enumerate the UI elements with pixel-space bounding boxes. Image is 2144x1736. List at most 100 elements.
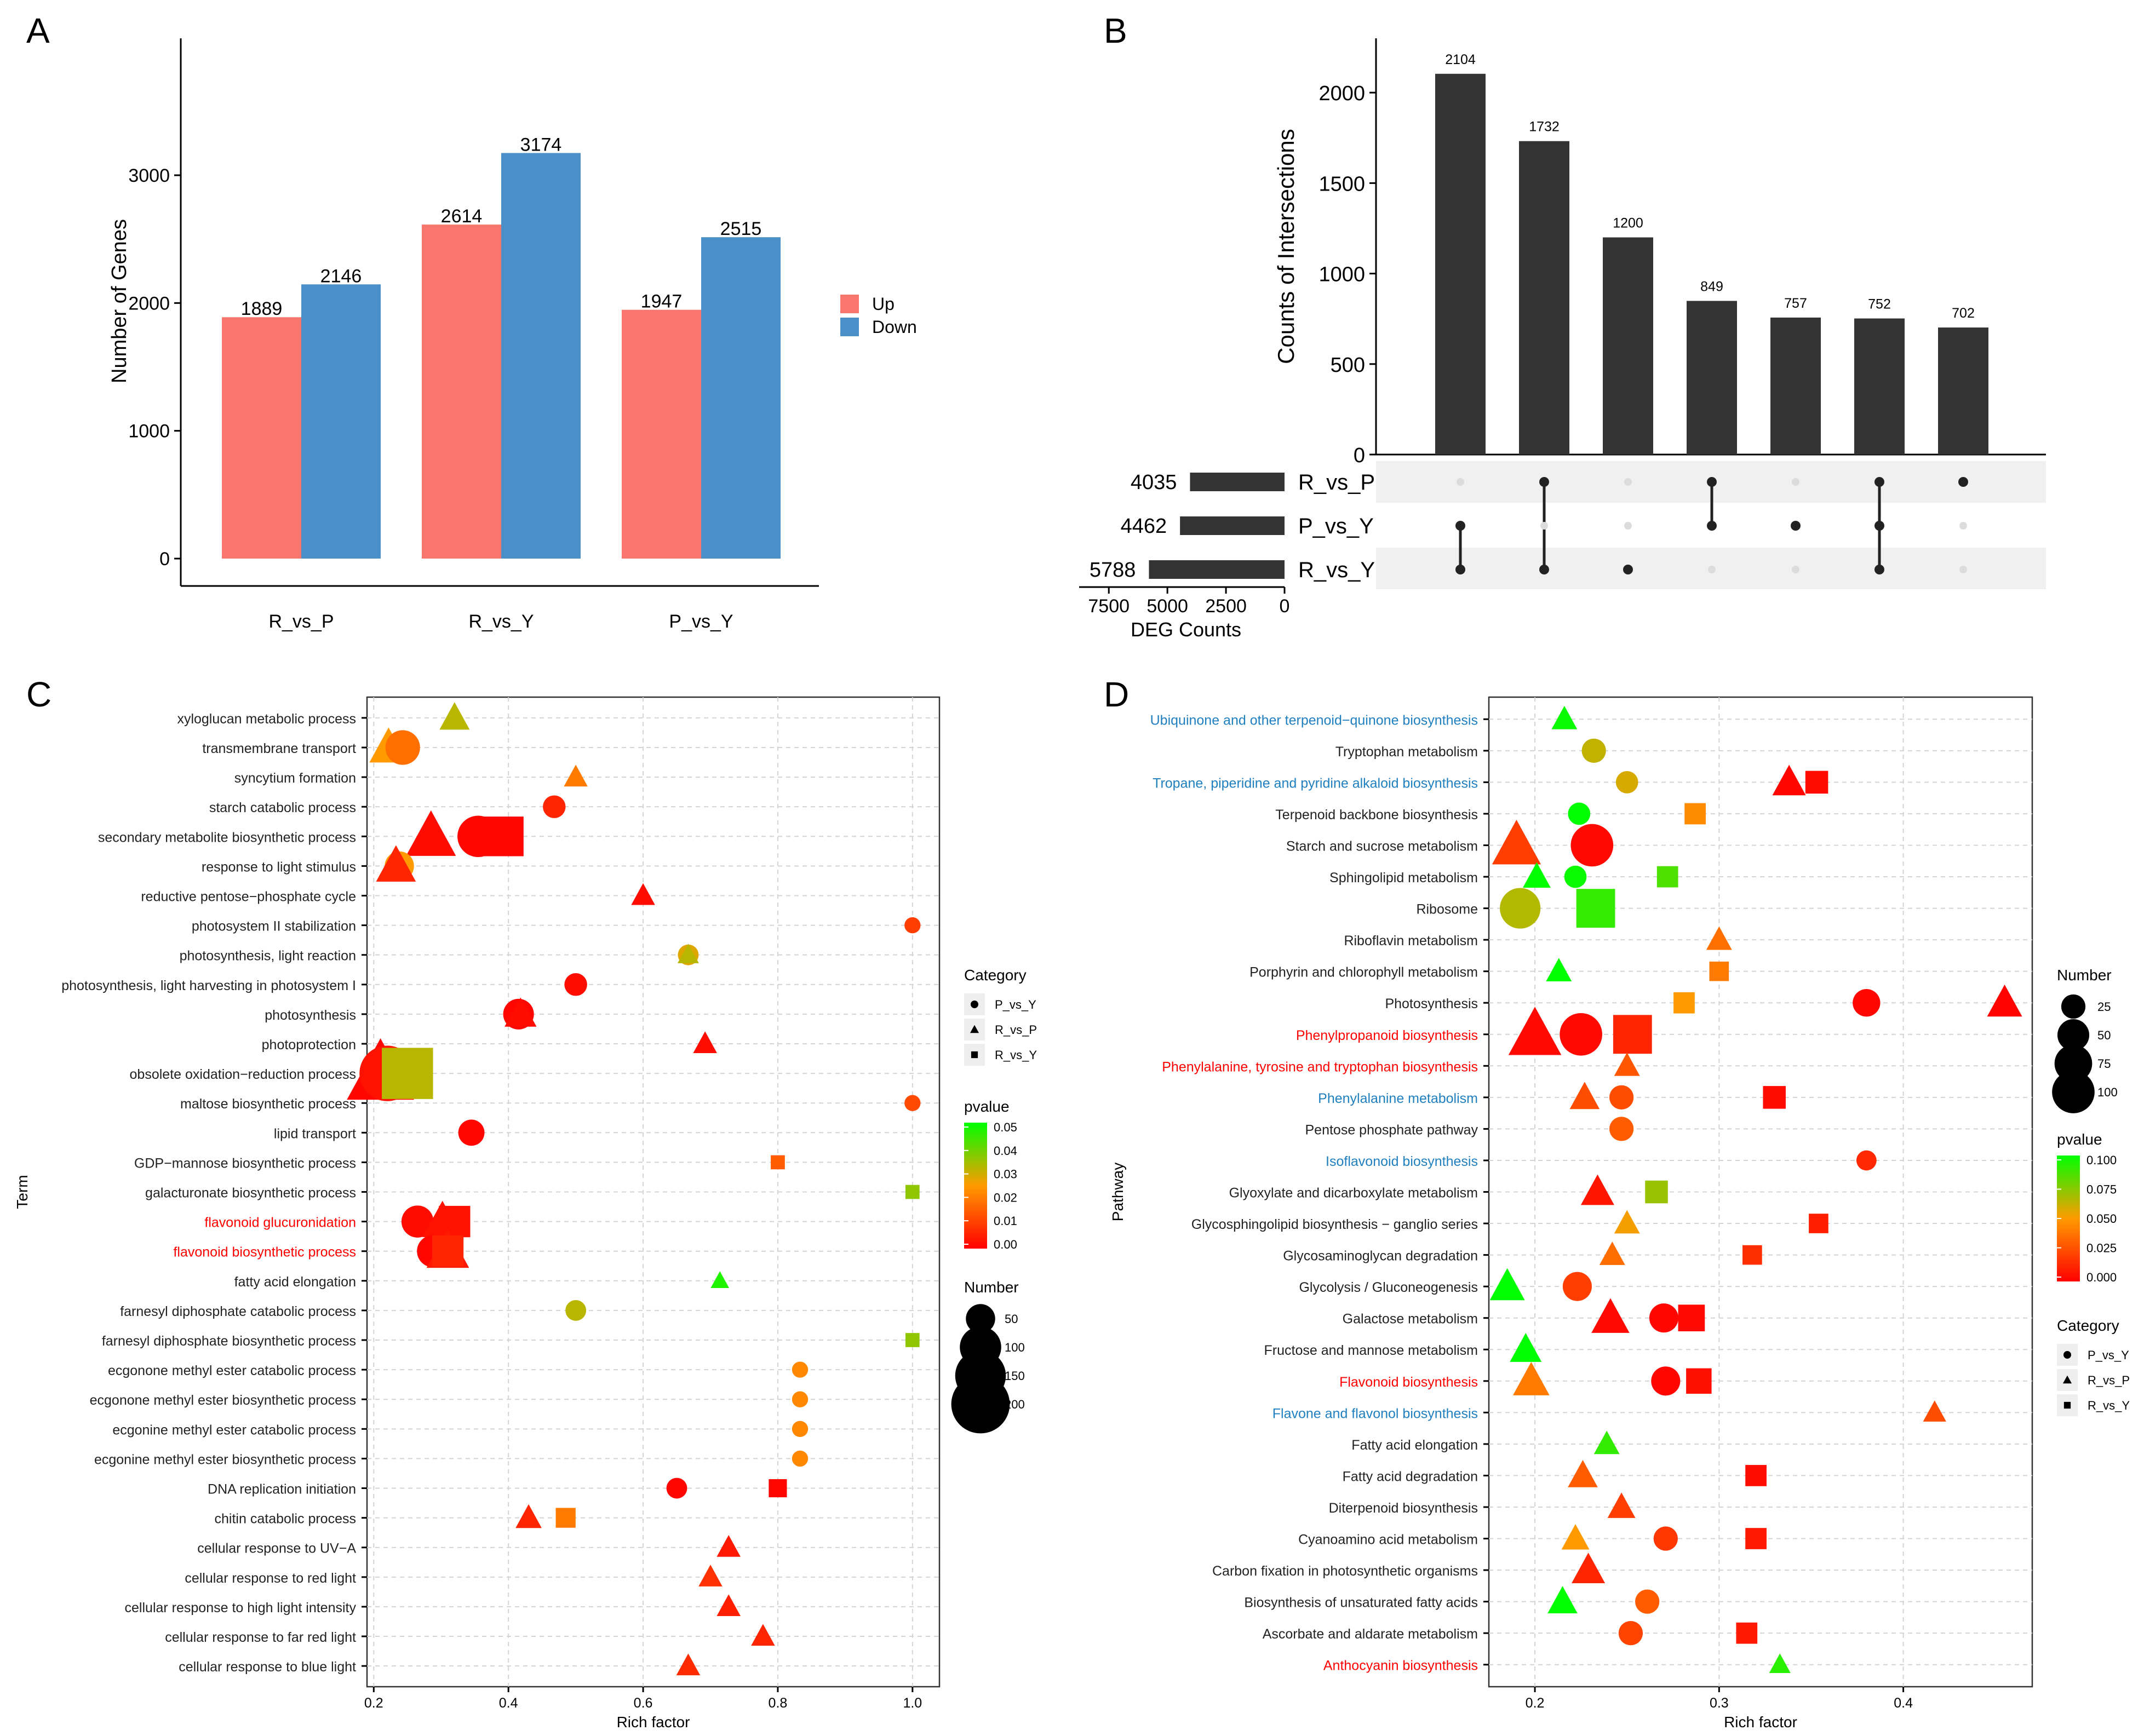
panel-b-matrix-dot [1958, 477, 1968, 487]
panel-b-bar-value: 2104 [1445, 52, 1476, 67]
term-label: Flavonoid biosynthesis [1339, 1375, 1478, 1390]
data-point [693, 1031, 717, 1054]
panel-a-bar-value: 2146 [320, 266, 362, 286]
term-label: Fatty acid elongation [1351, 1438, 1478, 1453]
category-legend-shape [2062, 1375, 2072, 1384]
data-point [1560, 1013, 1602, 1056]
term-label: Cyanoamino acid metabolism [1298, 1532, 1478, 1548]
term-label: Isoflavonoid biosynthesis [1326, 1154, 1478, 1169]
data-point [1656, 866, 1678, 888]
size-legend-label: 75 [2097, 1057, 2111, 1071]
size-legend-label: 50 [2097, 1028, 2111, 1042]
panel-a-y-tick-label: 0 [159, 549, 170, 570]
data-point [1546, 958, 1572, 981]
data-point [564, 764, 588, 787]
data-point [1987, 984, 2022, 1017]
panel-b-bar-value: 752 [1868, 297, 1891, 312]
data-point [1607, 1492, 1636, 1518]
term-label: Ubiquinone and other terpenoid−quinone b… [1150, 712, 1478, 728]
panel-b-set-size-value: 4462 [1121, 515, 1167, 538]
term-label: Starch and sucrose metabolism [1286, 838, 1478, 854]
data-point [631, 883, 655, 905]
y-axis-title: Pathway [1109, 1163, 1126, 1221]
term-label: maltose biosynthetic process [180, 1096, 356, 1112]
term-label: Sphingolipid metabolism [1329, 870, 1478, 886]
panel-a-bar [701, 237, 781, 559]
panel-a-legend-swatch [840, 318, 859, 336]
data-point [1614, 1052, 1640, 1076]
term-label: Phenylalanine metabolism [1318, 1091, 1478, 1106]
term-label: flavonoid glucuronidation [204, 1215, 356, 1231]
term-label: cellular response to far red light [165, 1630, 356, 1645]
data-point [716, 1594, 741, 1616]
panel-b-set-size-tick-label: 7500 [1088, 596, 1130, 617]
data-point [565, 1300, 587, 1321]
panel-b-matrix-dot [1539, 565, 1549, 574]
term-label: Phenylpropanoid biosynthesis [1296, 1028, 1478, 1043]
category-legend-label: R_vs_P [995, 1023, 1037, 1037]
term-label: Tryptophan metabolism [1335, 744, 1478, 760]
data-point [710, 1271, 730, 1289]
panel-a-bar [501, 153, 581, 559]
panel-b-intersection-bar [1938, 327, 1988, 455]
panel-b-matrix-dot [1707, 521, 1717, 531]
pvalue-legend-title: pvalue [2057, 1131, 2102, 1148]
panel-b-matrix-dot [1539, 477, 1549, 487]
term-label: Glycosaminoglycan degradation [1283, 1249, 1478, 1264]
panel-d-label: D [1104, 675, 1129, 714]
panel-a-y-tick-label: 3000 [128, 165, 170, 186]
data-point [1581, 738, 1606, 763]
data-point [1678, 1304, 1705, 1332]
data-point [1561, 1524, 1590, 1550]
term-label: farnesyl diphosphate biosynthetic proces… [102, 1333, 356, 1349]
panel-b-intersection-bar [1435, 73, 1486, 455]
data-point [1686, 1368, 1712, 1394]
panel-a-bar-value: 3174 [520, 134, 562, 155]
data-point [1591, 1298, 1630, 1333]
data-point [1614, 1210, 1640, 1234]
data-point [1500, 888, 1541, 929]
data-point [676, 1653, 701, 1676]
term-label: GDP−mannose biosynthetic process [134, 1156, 356, 1171]
size-legend-label: 50 [1005, 1312, 1018, 1326]
term-label: photosystem II stabilization [192, 919, 356, 934]
panel-b-matrix-dot [1457, 478, 1464, 486]
panel-b-matrix-dot [1624, 522, 1632, 530]
panel-b-bar-value: 757 [1784, 296, 1807, 311]
panel-b-y-tick-label: 500 [1331, 354, 1365, 377]
data-point [1673, 992, 1695, 1014]
category-legend-title: Category [2057, 1317, 2119, 1334]
data-point [1809, 1214, 1828, 1233]
data-point [1618, 1621, 1643, 1646]
panel-a: A 0 1000 2000 3000 Number of Genes 1889 2146 R_v… [26, 11, 917, 632]
panel-b-set-name: R_vs_P [1298, 470, 1375, 495]
data-point [1645, 1180, 1668, 1204]
panel-b-matrix-dot [1623, 565, 1633, 574]
size-legend-label: 200 [1005, 1398, 1025, 1411]
data-point [1649, 1303, 1679, 1333]
data-point [1745, 1465, 1767, 1486]
term-label: Tropane, piperidine and pyridine alkaloi… [1153, 775, 1478, 791]
term-label: Flavone and flavonol biosynthesis [1272, 1406, 1478, 1421]
x-tick-label: 0.2 [364, 1695, 383, 1711]
panel-a-y-tick-label: 1000 [128, 421, 170, 442]
panel-b-bar-value: 1732 [1529, 119, 1560, 135]
pvalue-legend-label: 0.050 [2086, 1212, 2117, 1226]
data-point [1562, 1272, 1592, 1301]
data-point [1769, 1653, 1791, 1674]
data-point [1492, 819, 1541, 865]
panel-b-matrix-dot [1959, 566, 1967, 573]
x-tick-label: 0.4 [499, 1695, 518, 1711]
term-label: Carbon fixation in photosynthetic organi… [1212, 1563, 1478, 1579]
data-point [1568, 802, 1591, 825]
panel-a-x-tick-label: R_vs_Y [468, 611, 534, 632]
data-point [1593, 1430, 1620, 1455]
data-point [677, 944, 699, 963]
data-point [771, 1155, 785, 1170]
term-label: xyloglucan metabolic process [177, 711, 356, 727]
term-label: reductive pentose−phosphate cycle [141, 889, 356, 904]
data-point [1489, 1268, 1525, 1301]
data-point [401, 1205, 434, 1238]
size-legend-dot [2057, 1019, 2090, 1051]
term-label: Glyoxylate and dicarboxylate metabolism [1229, 1186, 1478, 1201]
